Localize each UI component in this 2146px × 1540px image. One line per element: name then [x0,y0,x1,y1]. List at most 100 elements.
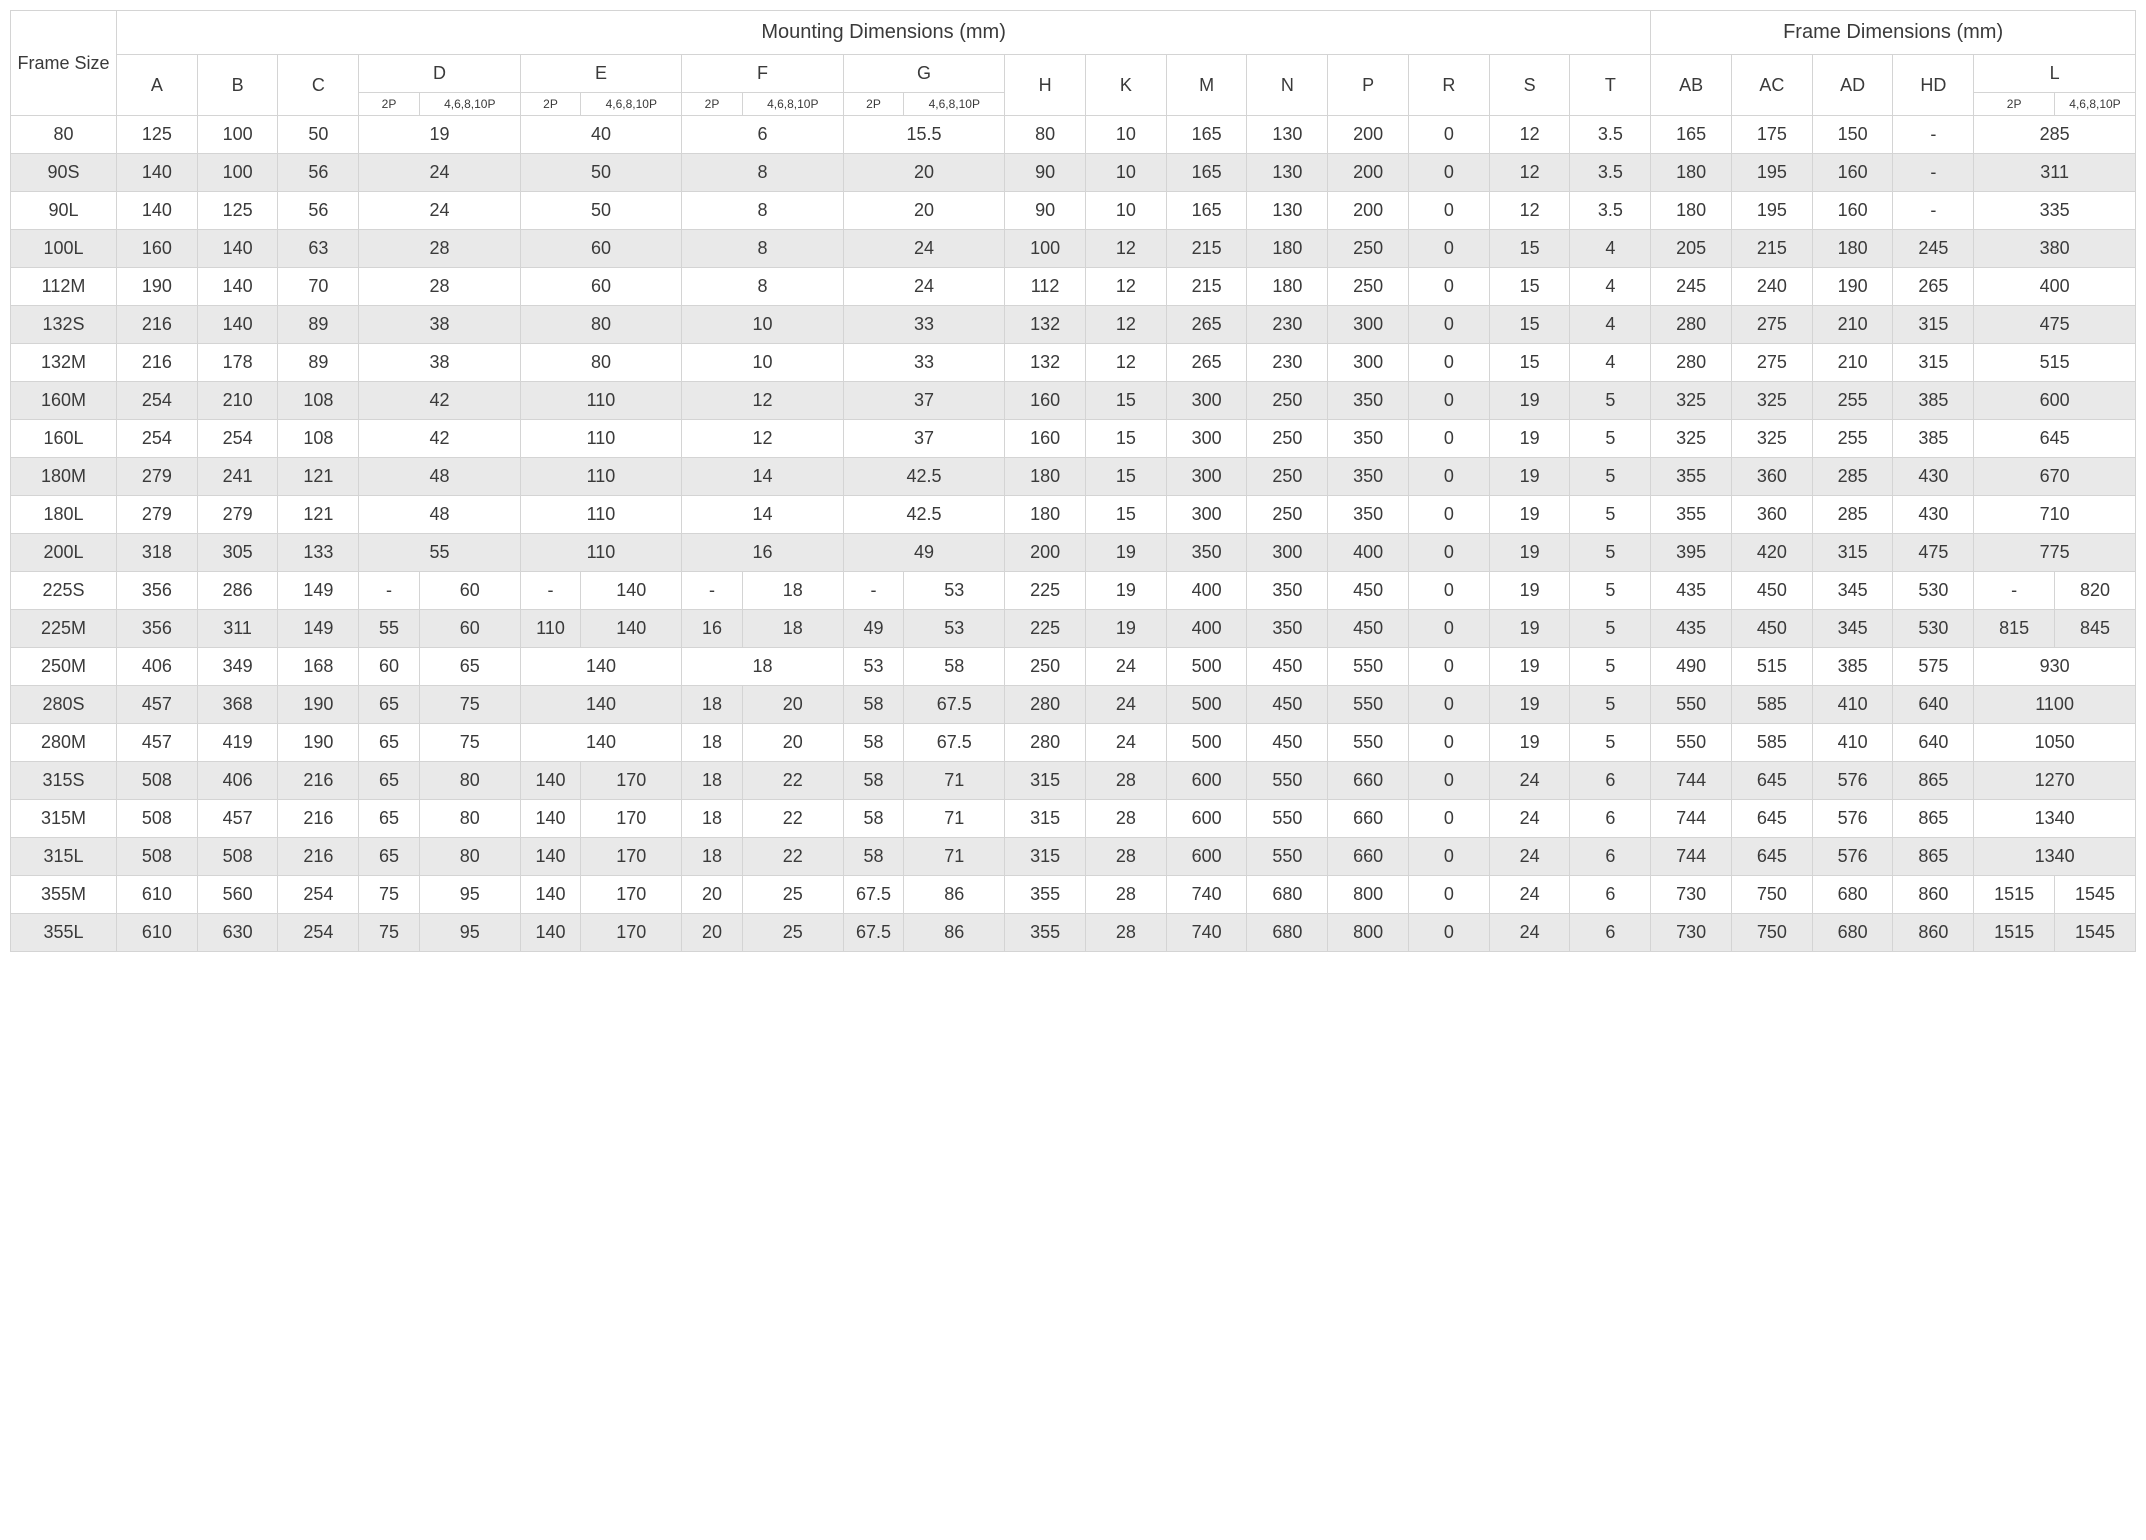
cell-h: 225 [1005,610,1086,648]
cell-f: 8 [682,154,844,192]
cell-l: 285 [1974,116,2136,154]
cell-ad: 680 [1812,876,1893,914]
cell-d-0: 65 [359,838,420,876]
cell-p: 200 [1328,154,1409,192]
cell-l: 1100 [1974,686,2136,724]
cell-e-1: 170 [581,838,682,876]
cell-g-1: 71 [904,838,1005,876]
cell-n: 350 [1247,572,1328,610]
cell-h: 90 [1005,192,1086,230]
cell-g: 37 [843,420,1005,458]
cell-s: 12 [1489,116,1570,154]
cell-e: 110 [520,420,682,458]
col-l-2p: 2P [1974,93,2055,116]
cell-k: 12 [1085,268,1166,306]
cell-f: 12 [682,420,844,458]
cell-ad: 255 [1812,420,1893,458]
cell-c: 216 [278,762,359,800]
cell-g: 33 [843,344,1005,382]
cell-frame-size: 90L [11,192,117,230]
cell-l-1: 845 [2054,610,2135,648]
cell-m: 400 [1166,610,1247,648]
table-row: 355M6105602547595140170202567.5863552874… [11,876,2136,914]
cell-g-1: 86 [904,914,1005,952]
cell-ac: 750 [1731,876,1812,914]
cell-k: 15 [1085,458,1166,496]
cell-frame-size: 132S [11,306,117,344]
table-row: 180M279241121481101442.51801530025035001… [11,458,2136,496]
cell-a: 508 [116,838,197,876]
cell-p: 800 [1328,914,1409,952]
cell-t: 4 [1570,268,1651,306]
cell-g-0: 58 [843,838,904,876]
cell-a: 160 [116,230,197,268]
cell-n: 300 [1247,534,1328,572]
cell-s: 15 [1489,268,1570,306]
cell-e-0: 110 [520,610,581,648]
cell-r: 0 [1408,496,1489,534]
cell-r: 0 [1408,762,1489,800]
cell-h: 315 [1005,838,1086,876]
cell-f: 6 [682,116,844,154]
table-row: 355L6106302547595140170202567.5863552874… [11,914,2136,952]
cell-n: 250 [1247,458,1328,496]
cell-ac: 420 [1731,534,1812,572]
cell-h: 100 [1005,230,1086,268]
cell-g: 33 [843,306,1005,344]
col-h: H [1005,55,1086,116]
cell-ab: 165 [1651,116,1732,154]
cell-h: 132 [1005,306,1086,344]
table-row: 280S457368190657514018205867.52802450045… [11,686,2136,724]
cell-e: 110 [520,382,682,420]
cell-k: 28 [1085,762,1166,800]
cell-g-0: 58 [843,800,904,838]
col-f-2p: 2P [682,93,743,116]
cell-a: 140 [116,192,197,230]
cell-ab: 395 [1651,534,1732,572]
cell-a: 279 [116,496,197,534]
cell-ac: 645 [1731,838,1812,876]
cell-f: 14 [682,458,844,496]
table-row: 160M254210108421101237160153002503500195… [11,382,2136,420]
cell-frame-size: 112M [11,268,117,306]
cell-c: 254 [278,914,359,952]
cell-r: 0 [1408,230,1489,268]
cell-frame-size: 315S [11,762,117,800]
cell-b: 210 [197,382,278,420]
cell-e-0: 140 [520,838,581,876]
cell-h: 160 [1005,382,1086,420]
col-d: D [359,55,521,93]
cell-frame-size: 225S [11,572,117,610]
table-row: 112M190140702860824112122151802500154245… [11,268,2136,306]
cell-g-0: 58 [843,762,904,800]
cell-b: 630 [197,914,278,952]
cell-ab: 744 [1651,800,1732,838]
cell-n: 680 [1247,914,1328,952]
cell-h: 200 [1005,534,1086,572]
cell-m: 265 [1166,306,1247,344]
cell-k: 19 [1085,610,1166,648]
cell-ad: 576 [1812,838,1893,876]
cell-n: 250 [1247,382,1328,420]
cell-s: 12 [1489,192,1570,230]
cell-n: 250 [1247,420,1328,458]
cell-frame-size: 180M [11,458,117,496]
cell-ac: 360 [1731,458,1812,496]
cell-e-0: 140 [520,876,581,914]
cell-t: 5 [1570,686,1651,724]
cell-f-1: 20 [742,686,843,724]
cell-ac: 275 [1731,306,1812,344]
cell-g: 42.5 [843,496,1005,534]
cell-a: 406 [116,648,197,686]
cell-e-1: 140 [581,610,682,648]
cell-hd: - [1893,154,1974,192]
cell-g-1: 53 [904,610,1005,648]
cell-k: 15 [1085,420,1166,458]
cell-s: 24 [1489,876,1570,914]
cell-h: 80 [1005,116,1086,154]
cell-c: 190 [278,686,359,724]
cell-t: 3.5 [1570,154,1651,192]
cell-m: 400 [1166,572,1247,610]
cell-a: 254 [116,420,197,458]
cell-f-0: 18 [682,800,743,838]
